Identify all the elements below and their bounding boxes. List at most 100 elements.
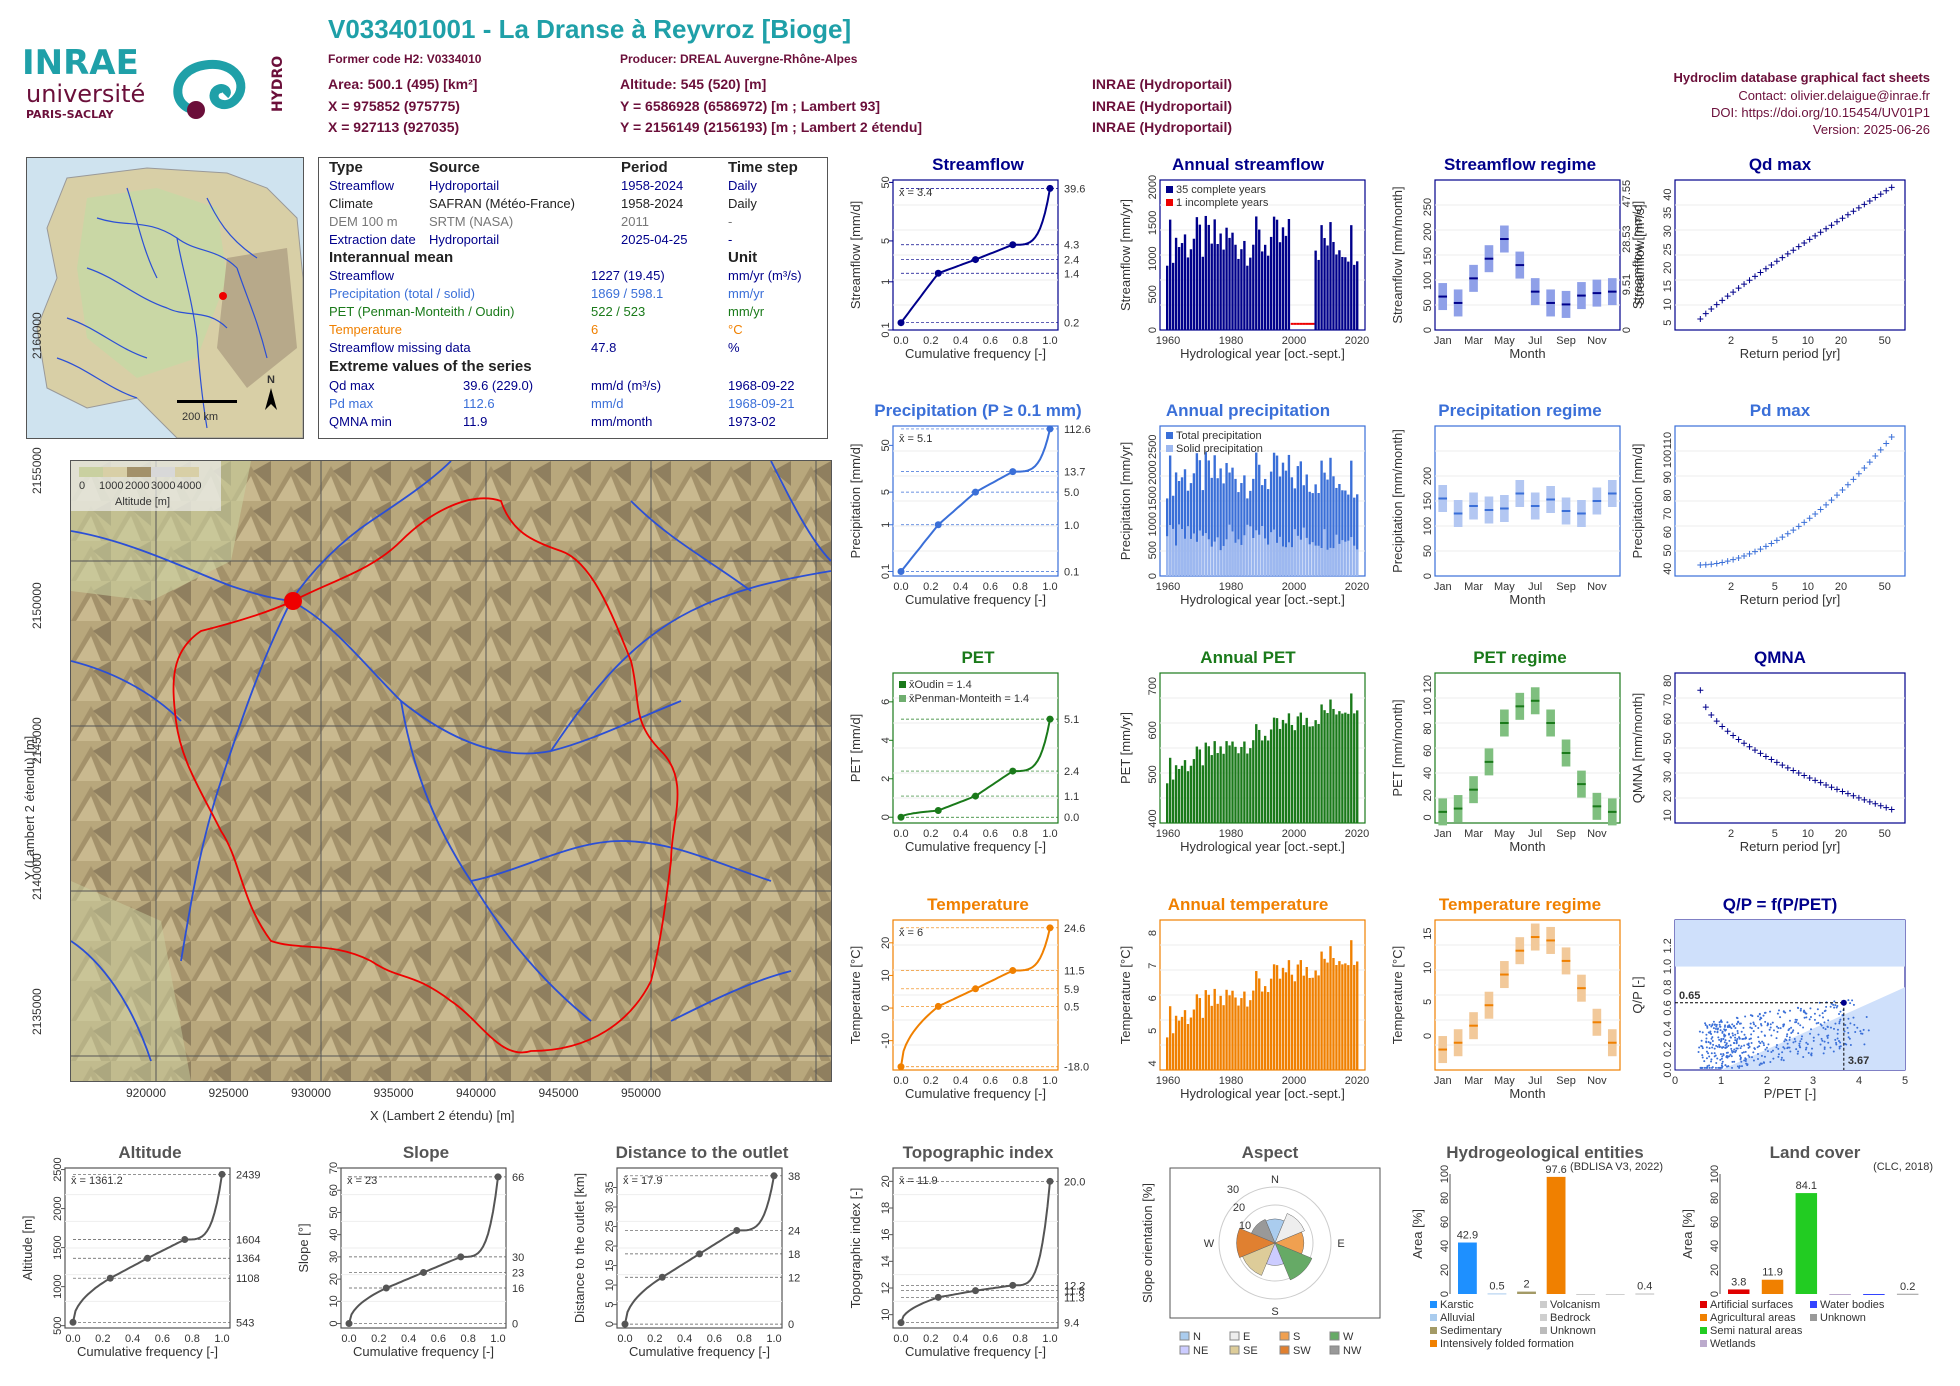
x-tick-label: 0.0: [893, 335, 908, 347]
bar-solid: [1204, 533, 1207, 576]
data-point: [1823, 1046, 1826, 1049]
data-point: [1839, 215, 1846, 222]
quantile-point: [696, 1250, 703, 1258]
right-value-label: 1604: [236, 1234, 260, 1246]
data-point: [1763, 1055, 1766, 1058]
x-tick-label: 20: [1835, 581, 1847, 593]
y-tick-label: 30: [604, 1201, 616, 1213]
y-tick-label: 150: [1422, 492, 1434, 510]
right-tick-label: 0: [1621, 327, 1633, 333]
interannual-name: Streamflow: [329, 268, 395, 283]
data-point: [1732, 1041, 1735, 1044]
bar: [1195, 453, 1199, 576]
quantile-point: [1009, 468, 1017, 476]
data-point: [1738, 1066, 1741, 1069]
data-point: [1772, 1057, 1775, 1060]
chart-svg: Temperature regime 0 5 10 15 Jan Mar May Jul Sep N…: [1390, 895, 1621, 1101]
legend-swatch: [1166, 432, 1173, 439]
bar: [1234, 244, 1237, 330]
bar: [1192, 238, 1196, 330]
bar-solid: [1219, 550, 1222, 576]
data-point: [1746, 550, 1753, 557]
y-tick-label: 7: [1147, 963, 1159, 969]
data-point: [1733, 1024, 1736, 1027]
chart-pet-regime: PET regime 0 20 40 60 80 100 120 Jan Mar May Jul Sep…: [1390, 645, 1650, 875]
quantile-point: [897, 813, 905, 821]
bar: [1198, 224, 1202, 330]
chart-annual-pet: Annual PET 400 500 600 700 1960 1980 2000 2020 Hy…: [1118, 645, 1378, 875]
data-point: [1777, 1047, 1780, 1050]
legend-label: S: [1293, 1331, 1300, 1343]
data-point: [1730, 732, 1737, 739]
bar: [1216, 753, 1219, 823]
data-point: [1711, 1040, 1714, 1043]
direction-label: W: [1204, 1238, 1215, 1250]
data-point: [1708, 1066, 1711, 1069]
data-point: [1762, 1042, 1765, 1045]
y-tick-label: 500: [52, 1316, 64, 1334]
bar-solid: [1246, 524, 1249, 576]
bar-solid: [1335, 534, 1338, 576]
bar-solid: [1183, 538, 1187, 576]
bar-solid: [1347, 540, 1350, 576]
data-point: [1784, 250, 1791, 257]
bar: [1266, 740, 1270, 823]
right-value-label: 24: [788, 1225, 800, 1237]
bar-solid: [1311, 542, 1314, 576]
data-point: [1860, 1032, 1863, 1035]
x-tick-label: 2: [1728, 828, 1734, 840]
bar: [1189, 249, 1193, 330]
data-point: [1838, 1045, 1841, 1048]
bar: [1213, 455, 1216, 576]
aspect-sector: [1274, 1242, 1313, 1281]
data-point: [1728, 1024, 1731, 1027]
chart-title: PET: [961, 648, 995, 667]
x-tick-label: Mar: [1464, 1075, 1483, 1087]
chart-svg: QMNA 10 20 30 40 50 60 70 80 2 5 10 20 50 Return perio…: [1630, 648, 1906, 854]
right-value-label: 112.6: [1064, 424, 1091, 436]
info-header-source: Source: [429, 159, 480, 176]
x-axis-label: Cumulative frequency [-]: [905, 592, 1046, 607]
legend-swatch: [1329, 1345, 1340, 1355]
x-tick-label: 0.8: [1013, 1075, 1028, 1087]
legend-label: SE: [1243, 1345, 1258, 1357]
y2e-text: Y = 2156149 (2156193) [m ; Lambert 2 éte…: [620, 119, 923, 135]
data-point: [1822, 1016, 1825, 1019]
data-point: [1742, 1026, 1745, 1029]
x-tick-label: 1.0: [1042, 581, 1057, 593]
chart-temp-regime: Temperature regime 0 5 10 15 Jan Mar May Jul Sep N…: [1390, 892, 1650, 1122]
inrae-logo: INRAE université PARIS-SACLAY HYDRO: [22, 43, 286, 121]
data-point: [1789, 1050, 1792, 1053]
bar: [1216, 478, 1219, 576]
chart-title: Hydrogeological entities: [1446, 1143, 1643, 1162]
y-tick-label: 700: [1147, 677, 1159, 695]
data-point: [1829, 1005, 1832, 1008]
data-point: [1802, 1055, 1805, 1058]
data-point: [1817, 1033, 1820, 1036]
data-point: [1793, 1037, 1796, 1040]
bar: [1353, 497, 1356, 576]
data-point: [1757, 1036, 1760, 1039]
bar: [1166, 265, 1169, 330]
data-point: [1785, 1035, 1788, 1038]
data-point: [1823, 781, 1830, 788]
bar: [1207, 224, 1210, 330]
right-value-label: 30: [512, 1252, 524, 1264]
data-point: [1740, 1060, 1743, 1063]
x-axis-label: Return period [yr]: [1740, 839, 1840, 854]
data-point: [1747, 1042, 1750, 1045]
data-point: [1883, 440, 1890, 447]
data-point: [1720, 1057, 1723, 1060]
data-point: [1779, 1027, 1782, 1030]
bar: [1323, 958, 1326, 1070]
legend-swatch: [1700, 1301, 1707, 1308]
y-tick-label: 25: [604, 1220, 616, 1232]
data-point: [1758, 1064, 1761, 1067]
paris-saclay-wordmark: PARIS-SACLAY: [26, 108, 115, 121]
data-point: [1735, 285, 1742, 292]
bar: [1314, 250, 1317, 330]
x-axis-label: Cumulative frequency [-]: [77, 1344, 218, 1359]
bar-solid: [1329, 547, 1332, 576]
y-axis-label: Temperature [°C]: [1390, 946, 1405, 1044]
chart-svg: Precipitation (P ≥ 0.1 mm) 0.1 1 5 50 0.0 0.2 0…: [848, 401, 1091, 607]
